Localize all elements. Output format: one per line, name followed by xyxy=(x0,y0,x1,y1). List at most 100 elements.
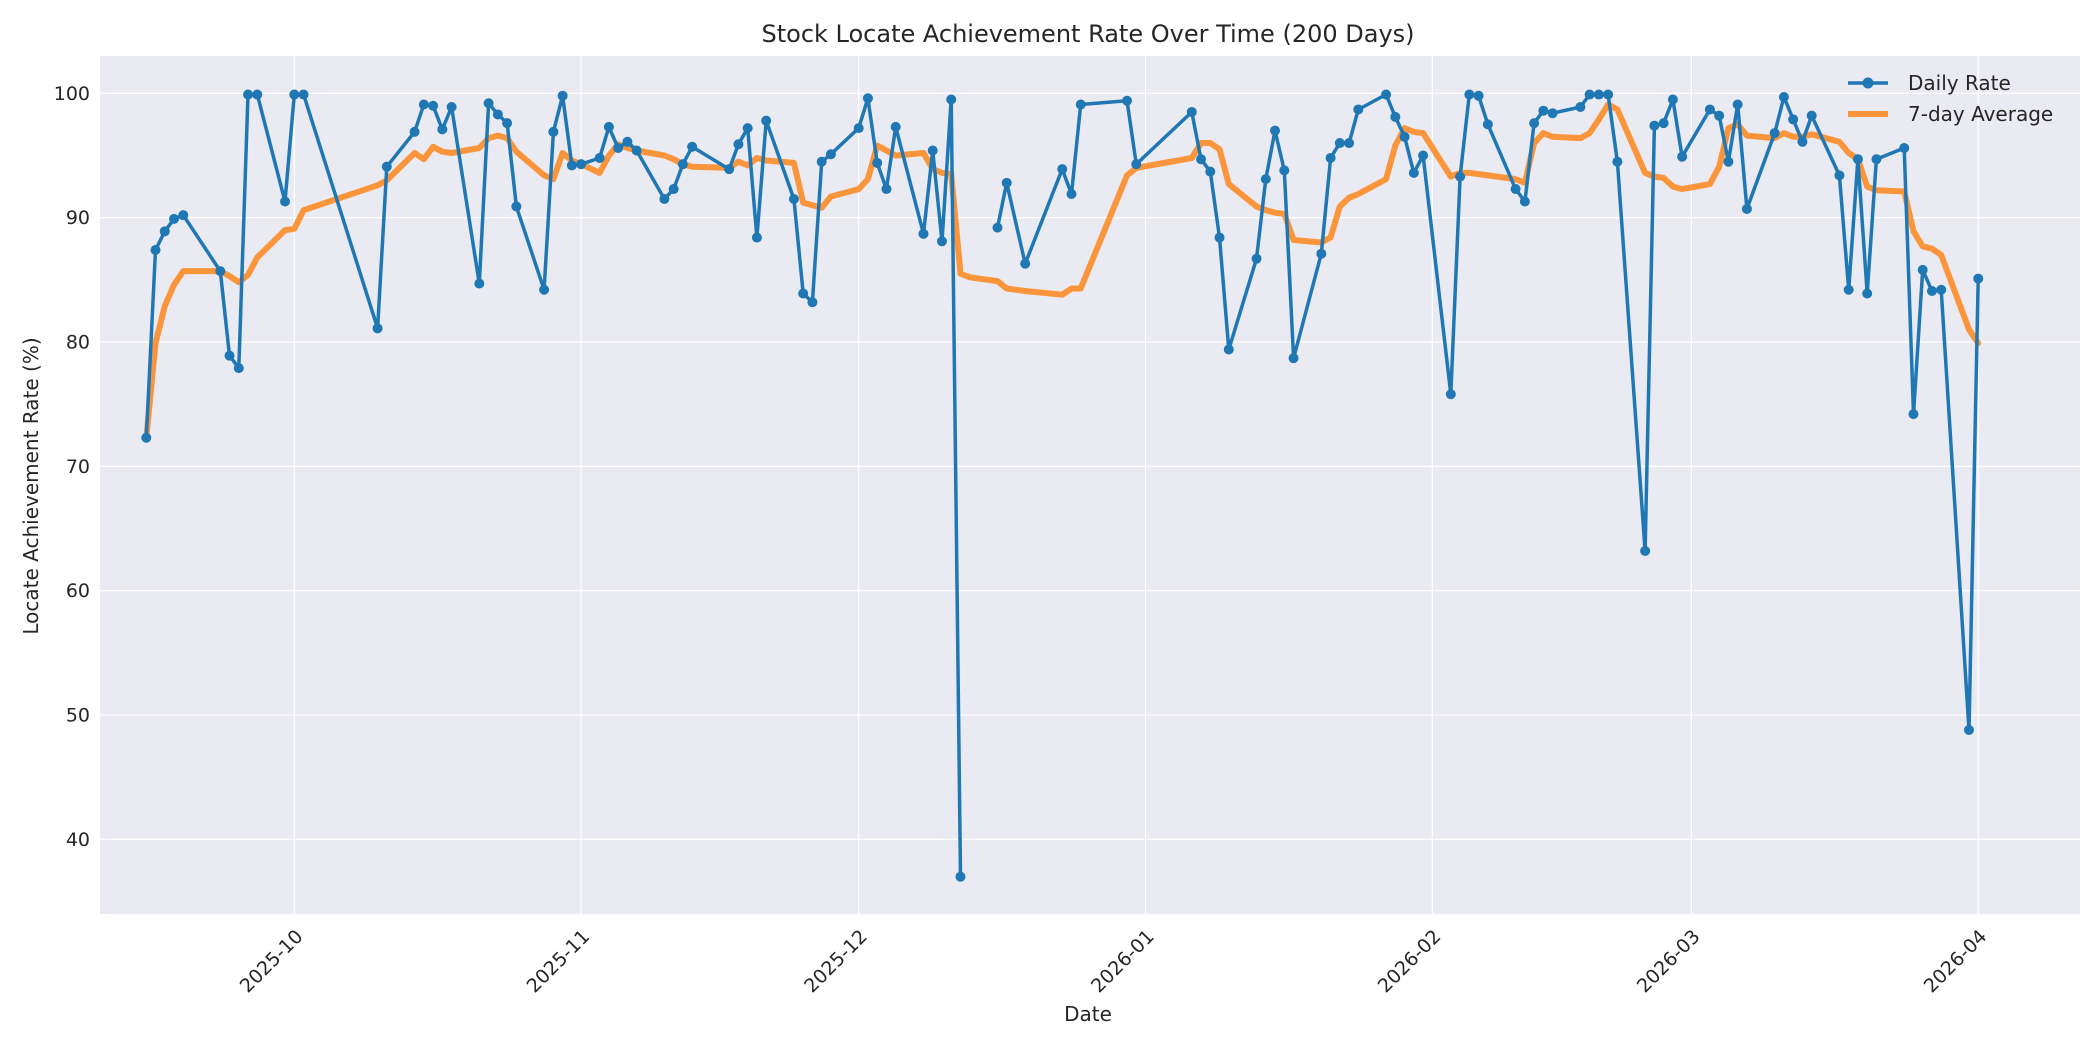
data-point-daily-rate xyxy=(1593,89,1604,100)
data-point-daily-rate xyxy=(807,297,818,308)
data-point-daily-rate xyxy=(1381,89,1392,100)
data-point-daily-rate xyxy=(668,184,679,195)
y-tick-label: 70 xyxy=(66,456,90,478)
data-point-daily-rate xyxy=(761,115,772,126)
y-tick-label: 100 xyxy=(54,83,90,105)
data-point-daily-rate xyxy=(1769,128,1780,139)
data-point-daily-rate xyxy=(1455,171,1466,182)
legend: Daily Rate 7-day Average xyxy=(1848,71,2053,126)
data-point-daily-rate xyxy=(1723,156,1734,167)
data-point-daily-rate xyxy=(548,126,559,137)
data-point-daily-rate xyxy=(603,121,614,132)
data-point-daily-rate xyxy=(1963,724,1974,735)
data-point-daily-rate xyxy=(576,159,587,170)
data-point-daily-rate xyxy=(1778,92,1789,103)
data-point-daily-rate xyxy=(1667,94,1678,105)
data-point-daily-rate xyxy=(1075,99,1086,110)
data-point-daily-rate xyxy=(927,145,938,156)
data-point-daily-rate xyxy=(594,152,605,163)
data-point-daily-rate xyxy=(483,98,494,109)
data-point-daily-rate xyxy=(1529,118,1540,129)
data-point-daily-rate xyxy=(372,323,383,334)
data-point-daily-rate xyxy=(798,288,809,299)
data-point-daily-rate xyxy=(215,266,226,277)
data-point-daily-rate xyxy=(1806,110,1817,121)
data-point-daily-rate xyxy=(1538,105,1549,116)
data-point-daily-rate xyxy=(1279,165,1290,176)
data-point-daily-rate xyxy=(853,123,864,134)
data-point-daily-rate xyxy=(1316,248,1327,259)
x-tick-label: 2025-11 xyxy=(523,926,595,998)
data-point-daily-rate xyxy=(1353,104,1364,115)
data-point-daily-rate xyxy=(1834,170,1845,181)
y-axis-ticks: 40 50 60 70 80 90 100 xyxy=(54,83,90,851)
data-point-daily-rate xyxy=(280,196,291,207)
data-point-daily-rate xyxy=(243,89,254,100)
data-point-daily-rate xyxy=(955,871,966,882)
legend-label-7-day-average: 7-day Average xyxy=(1908,102,2053,126)
data-point-daily-rate xyxy=(1510,184,1521,195)
data-point-daily-rate xyxy=(150,244,161,255)
series-layer xyxy=(141,89,1984,882)
data-point-daily-rate xyxy=(687,141,698,152)
x-tick-label: 2025-12 xyxy=(800,926,872,998)
data-point-daily-rate xyxy=(169,213,180,224)
data-point-daily-rate xyxy=(252,89,263,100)
data-point-daily-rate xyxy=(1260,174,1271,185)
data-point-daily-rate xyxy=(502,118,513,129)
data-point-daily-rate xyxy=(1186,106,1197,117)
data-point-daily-rate xyxy=(733,139,744,150)
data-point-daily-rate xyxy=(1926,286,1937,297)
y-tick-label: 40 xyxy=(66,829,90,851)
data-point-daily-rate xyxy=(418,99,429,110)
y-tick-label: 60 xyxy=(66,580,90,602)
data-point-daily-rate xyxy=(1122,95,1133,106)
y-axis-label: Locate Achievement Rate (%) xyxy=(19,337,43,634)
data-point-daily-rate xyxy=(437,124,448,135)
data-point-daily-rate xyxy=(289,89,300,100)
data-point-daily-rate xyxy=(1205,166,1216,177)
data-point-daily-rate xyxy=(1899,143,1910,154)
data-point-daily-rate xyxy=(890,121,901,132)
data-point-daily-rate xyxy=(992,222,1003,233)
data-point-daily-rate xyxy=(1131,159,1142,170)
data-point-daily-rate xyxy=(1057,164,1068,175)
data-point-daily-rate xyxy=(1658,118,1669,129)
data-point-daily-rate xyxy=(936,236,947,247)
data-point-daily-rate xyxy=(1852,154,1863,165)
data-point-daily-rate xyxy=(566,160,577,171)
data-point-daily-rate xyxy=(1677,151,1688,162)
data-point-daily-rate xyxy=(1519,196,1530,207)
data-point-daily-rate xyxy=(677,159,688,170)
data-point-daily-rate xyxy=(1390,111,1401,122)
data-point-daily-rate xyxy=(751,232,762,243)
data-point-daily-rate xyxy=(474,278,485,289)
data-point-daily-rate xyxy=(1575,101,1586,112)
legend-label-daily-rate: Daily Rate xyxy=(1908,71,2011,95)
x-tick-label: 2026-03 xyxy=(1633,926,1705,998)
data-point-daily-rate xyxy=(1908,409,1919,420)
data-point-daily-rate xyxy=(613,143,624,154)
data-point-daily-rate xyxy=(1584,89,1595,100)
data-point-daily-rate xyxy=(946,94,957,105)
data-point-daily-rate xyxy=(1214,232,1225,243)
data-point-daily-rate xyxy=(862,93,873,104)
data-point-daily-rate xyxy=(918,228,929,239)
x-tick-label: 2026-01 xyxy=(1087,926,1159,998)
y-tick-label: 50 xyxy=(66,705,90,727)
data-point-daily-rate xyxy=(446,101,457,112)
data-point-daily-rate xyxy=(178,210,189,221)
data-point-daily-rate xyxy=(409,126,420,137)
data-point-daily-rate xyxy=(1482,119,1493,130)
data-point-daily-rate xyxy=(1334,138,1345,149)
data-point-daily-rate xyxy=(1270,125,1281,136)
series-line-7-day-average xyxy=(143,101,1982,441)
chart-title: Stock Locate Achievement Rate Over Time … xyxy=(761,20,1414,48)
x-axis-ticks: 2025-10 2025-11 2025-12 2026-01 2026-02 2026-… xyxy=(236,926,1992,998)
data-point-daily-rate xyxy=(1649,120,1660,131)
data-point-daily-rate xyxy=(1288,353,1299,364)
data-point-daily-rate xyxy=(1344,138,1355,149)
data-point-daily-rate xyxy=(1066,189,1077,200)
data-point-daily-rate xyxy=(1547,108,1558,119)
